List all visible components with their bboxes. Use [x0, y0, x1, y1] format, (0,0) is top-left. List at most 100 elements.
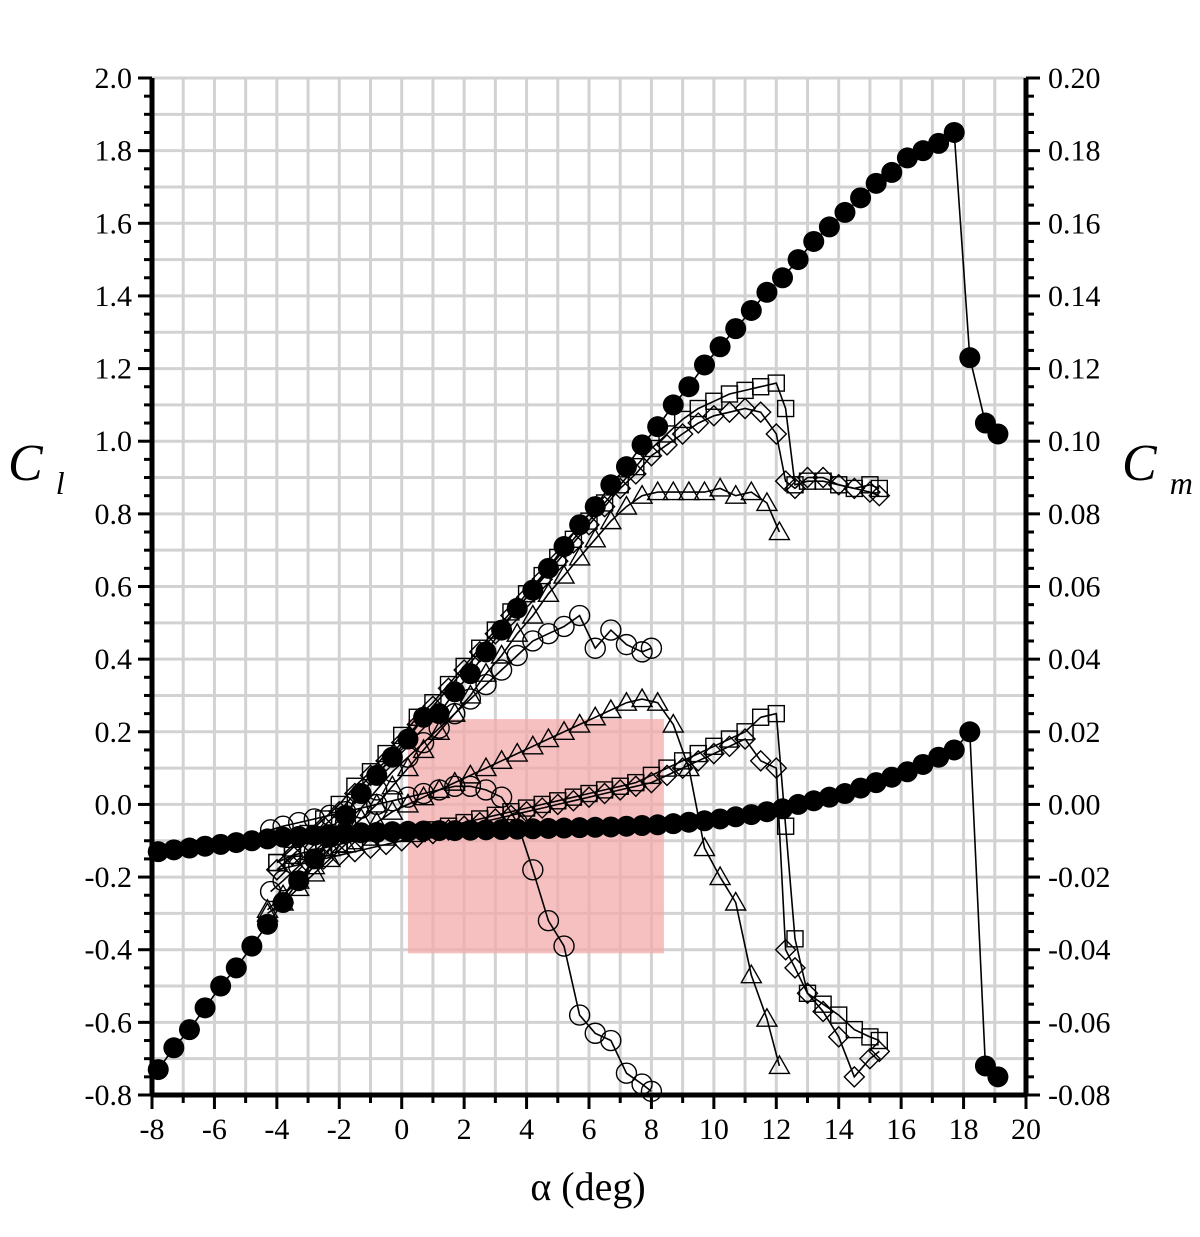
- data-point-open-triangle: [630, 484, 654, 504]
- x-tick-label: 12: [761, 1113, 791, 1146]
- data-point-open-diamond: [784, 477, 807, 500]
- data-point-open-circle: [553, 935, 575, 957]
- data-point-open-triangle: [708, 477, 732, 497]
- data-point-open-circle: [615, 633, 638, 656]
- data-point-open-triangle: [677, 480, 701, 501]
- data-point-open-square: [870, 479, 888, 498]
- data-point-open-triangle: [662, 713, 685, 733]
- y-right-tick-label: -0.08: [1048, 1079, 1111, 1112]
- data-point-filled-circle: [178, 837, 200, 859]
- data-point-open-triangle: [256, 901, 279, 922]
- data-point-open-triangle: [506, 622, 529, 642]
- data-point-open-triangle: [349, 807, 373, 828]
- data-point-open-diamond: [868, 484, 891, 507]
- data-point-open-square: [673, 410, 692, 429]
- data-point-open-triangle: [662, 480, 685, 501]
- data-point-filled-circle: [740, 299, 762, 321]
- data-point-filled-circle: [678, 376, 700, 398]
- data-point-open-diamond: [812, 466, 835, 489]
- data-point-filled-circle: [803, 230, 825, 252]
- data-point-open-square: [595, 494, 614, 512]
- x-tick-label: 6: [582, 1113, 597, 1146]
- data-point-open-triangle: [490, 644, 513, 664]
- data-point-open-diamond: [562, 531, 585, 554]
- data-point-open-diamond: [671, 422, 694, 445]
- data-point-open-square: [611, 476, 629, 494]
- data-point-filled-circle: [756, 801, 778, 823]
- data-point-filled-circle: [850, 187, 872, 209]
- y-right-tick-label: 0.08: [1048, 498, 1101, 531]
- data-point-open-triangle: [768, 1054, 791, 1075]
- data-point-open-triangle: [693, 836, 716, 857]
- data-point-filled-circle: [272, 826, 294, 848]
- data-point-open-triangle: [427, 778, 451, 799]
- data-point-open-triangle: [318, 847, 342, 868]
- y-right-tick-label: 0.02: [1048, 716, 1101, 749]
- y-right-axis-title: C m: [1122, 435, 1193, 501]
- data-point-open-square: [361, 763, 380, 781]
- data-point-open-circle: [640, 637, 663, 659]
- data-point-open-square: [330, 795, 348, 814]
- data-point-open-triangle: [490, 749, 513, 770]
- data-point-open-diamond: [578, 513, 600, 536]
- data-point-open-diamond: [593, 495, 616, 518]
- data-point-filled-circle: [256, 913, 278, 935]
- data-point-open-triangle: [599, 698, 623, 719]
- data-point-open-diamond: [312, 815, 335, 838]
- data-point-filled-circle: [928, 746, 950, 768]
- y-right-tick-label: -0.02: [1048, 861, 1111, 894]
- data-point-open-diamond: [843, 477, 866, 500]
- data-point-open-triangle: [474, 756, 498, 777]
- x-tick-label: 2: [457, 1113, 472, 1146]
- data-point-open-square: [627, 457, 645, 476]
- data-point-filled-circle: [725, 806, 747, 828]
- data-point-filled-circle: [210, 833, 232, 855]
- data-point-filled-circle: [928, 132, 950, 154]
- data-point-open-diamond: [515, 586, 538, 609]
- data-point-open-diamond: [702, 742, 725, 765]
- data-point-open-circle: [553, 615, 575, 638]
- data-point-open-diamond: [774, 470, 797, 493]
- data-point-open-diamond: [687, 412, 710, 435]
- data-point-open-triangle: [443, 771, 466, 791]
- x-tick-label: -2: [327, 1113, 352, 1146]
- data-point-open-square: [776, 817, 795, 835]
- data-point-filled-circle: [881, 161, 903, 183]
- data-point-open-circle: [537, 623, 560, 645]
- data-point-open-square: [658, 425, 676, 443]
- data-point-open-diamond: [656, 433, 679, 456]
- data-point-filled-circle: [987, 1066, 1009, 1088]
- data-point-open-triangle: [584, 527, 607, 548]
- data-point-filled-circle: [787, 249, 809, 271]
- data-point-open-triangle: [271, 883, 295, 904]
- y-left-tick-label: 1.2: [95, 353, 133, 386]
- x-tick-label: -4: [264, 1113, 289, 1146]
- y-right-tick-label: 0.04: [1048, 643, 1101, 676]
- data-point-open-circle: [568, 604, 591, 627]
- y-left-tick-label: 0.2: [95, 716, 133, 749]
- data-point-filled-circle: [896, 147, 918, 169]
- data-point-open-diamond: [749, 749, 772, 772]
- data-point-open-diamond: [499, 604, 522, 627]
- data-point-open-circle: [259, 819, 282, 841]
- data-point-open-triangle: [521, 604, 545, 624]
- y-right-tick-label: -0.06: [1048, 1006, 1111, 1039]
- data-point-open-diamond: [328, 800, 351, 823]
- data-point-open-circle: [600, 619, 622, 641]
- data-point-open-square: [393, 726, 411, 745]
- data-point-open-triangle: [740, 480, 763, 501]
- data-point-filled-circle: [163, 1037, 185, 1059]
- data-point-open-circle: [381, 790, 404, 812]
- data-point-filled-circle: [537, 557, 559, 579]
- data-point-open-triangle: [740, 963, 763, 984]
- data-point-open-triangle: [459, 763, 482, 784]
- x-tick-label: 16: [886, 1113, 916, 1146]
- data-point-filled-circle: [241, 935, 263, 957]
- data-point-open-triangle: [271, 891, 295, 911]
- y-left-tick-label: -0.2: [85, 861, 133, 894]
- data-point-open-square: [346, 777, 364, 795]
- data-point-open-diamond: [437, 677, 460, 700]
- data-point-open-triangle: [755, 491, 779, 512]
- data-point-open-diamond: [453, 659, 476, 682]
